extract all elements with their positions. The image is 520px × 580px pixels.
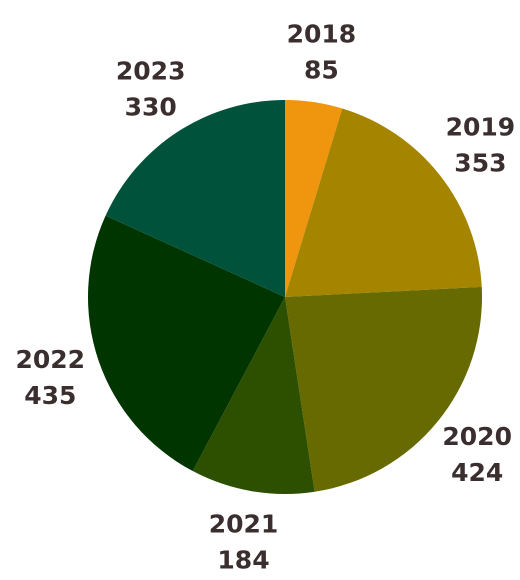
pie-labels: 2018 85 2019 353 2020 424 2021 184 2022 435 2023 33… — [16, 20, 516, 575]
slice-label-value-2019: 353 — [454, 148, 506, 177]
slice-label-category-2019: 2019 — [446, 112, 516, 141]
slice-label-value-2023: 330 — [125, 93, 177, 122]
pie-slices — [88, 100, 482, 494]
slice-label-value-2018: 85 — [304, 56, 339, 85]
pie-slice-2018 — [285, 100, 343, 297]
pie-slice-2023 — [105, 100, 285, 297]
pie-slice-2020 — [285, 286, 482, 492]
pie-slice-2022 — [88, 215, 285, 472]
slice-label-category-2023: 2023 — [116, 57, 186, 86]
slice-label-category-2021: 2021 — [209, 510, 279, 539]
pie-slice-2019 — [285, 108, 482, 297]
pie-slice-2021 — [192, 297, 315, 494]
slice-label-value-2022: 435 — [24, 381, 76, 410]
slice-label-category-2020: 2020 — [442, 422, 512, 451]
slice-label-value-2020: 424 — [451, 458, 503, 487]
slice-label-category-2018: 2018 — [287, 20, 357, 49]
slice-label-value-2021: 184 — [217, 546, 269, 575]
slice-label-category-2022: 2022 — [16, 345, 86, 374]
